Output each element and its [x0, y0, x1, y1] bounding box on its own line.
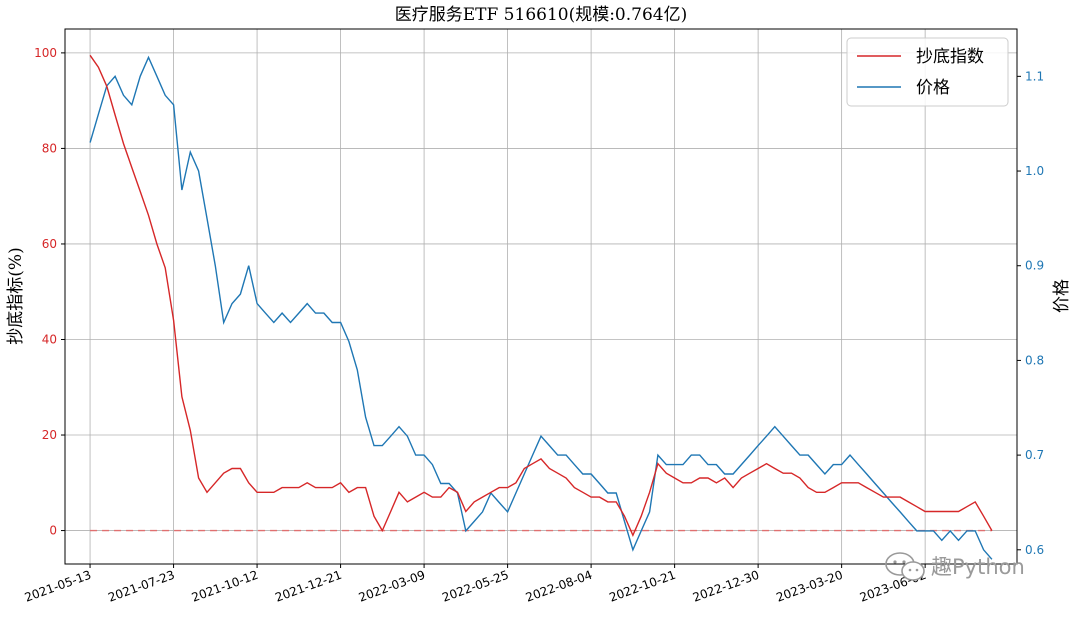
- y-tick-label-right: 0.9: [1025, 259, 1044, 273]
- legend-label-index: 抄底指数: [916, 47, 984, 67]
- left-y-axis-ticks: 0 20 40 60 80 100: [34, 46, 65, 538]
- y-tick-label-right: 1.1: [1025, 69, 1044, 83]
- y-tick-label-left: 40: [42, 332, 57, 346]
- y-tick-label-left: 20: [42, 428, 57, 442]
- left-y-axis-title: 抄底指标(%): [6, 247, 26, 344]
- legend: 抄底指数 价格: [846, 37, 1009, 107]
- plot-frame: [64, 28, 1018, 565]
- right-y-axis-title: 价格: [1052, 279, 1072, 313]
- legend-box: [846, 37, 1009, 107]
- plot-area: [65, 29, 1017, 564]
- x-tick-label: 2022-08-04: [524, 568, 594, 605]
- y-tick-label-left: 0: [49, 524, 57, 538]
- x-axis-ticks: 2021-05-13 2021-07-23 2021-10-12 2021-12-21…: [23, 564, 928, 605]
- vertical-gridlines: [89, 29, 926, 564]
- wechat-icon: [885, 552, 925, 581]
- bottom-fishing-index-line: [89, 54, 993, 538]
- y-tick-label-left: 100: [34, 46, 57, 60]
- x-tick-label: 2023-03-20: [774, 568, 844, 605]
- y-tick-label-right: 0.6: [1025, 543, 1044, 557]
- x-tick-label: 2021-12-21: [273, 568, 343, 605]
- watermark: 趣Python: [885, 552, 1025, 581]
- x-tick-label: 2021-05-13: [23, 568, 93, 605]
- watermark-text: 趣Python: [931, 555, 1025, 579]
- x-tick-label: 2022-03-09: [357, 568, 427, 605]
- x-tick-label: 2022-12-30: [691, 568, 761, 605]
- y-tick-label-right: 0.7: [1025, 448, 1044, 462]
- y-tick-label-left: 80: [42, 141, 57, 155]
- y-tick-label-left: 60: [42, 237, 57, 251]
- y-tick-label-right: 1.0: [1025, 164, 1044, 178]
- x-tick-label: 2022-10-21: [607, 568, 677, 605]
- y-tick-label-right: 0.8: [1025, 353, 1044, 367]
- chart-title: 医疗服务ETF 516610(规模:0.764亿): [395, 5, 688, 25]
- x-tick-label: 2021-07-23: [106, 568, 176, 605]
- x-tick-label: 2021-10-12: [190, 568, 260, 605]
- x-tick-label: 2022-05-25: [440, 568, 510, 605]
- price-series-line: [89, 55, 993, 560]
- right-y-axis-ticks: 0.6 0.7 0.8 0.9 1.0 1.1: [1017, 69, 1044, 557]
- legend-label-price: 价格: [916, 78, 950, 98]
